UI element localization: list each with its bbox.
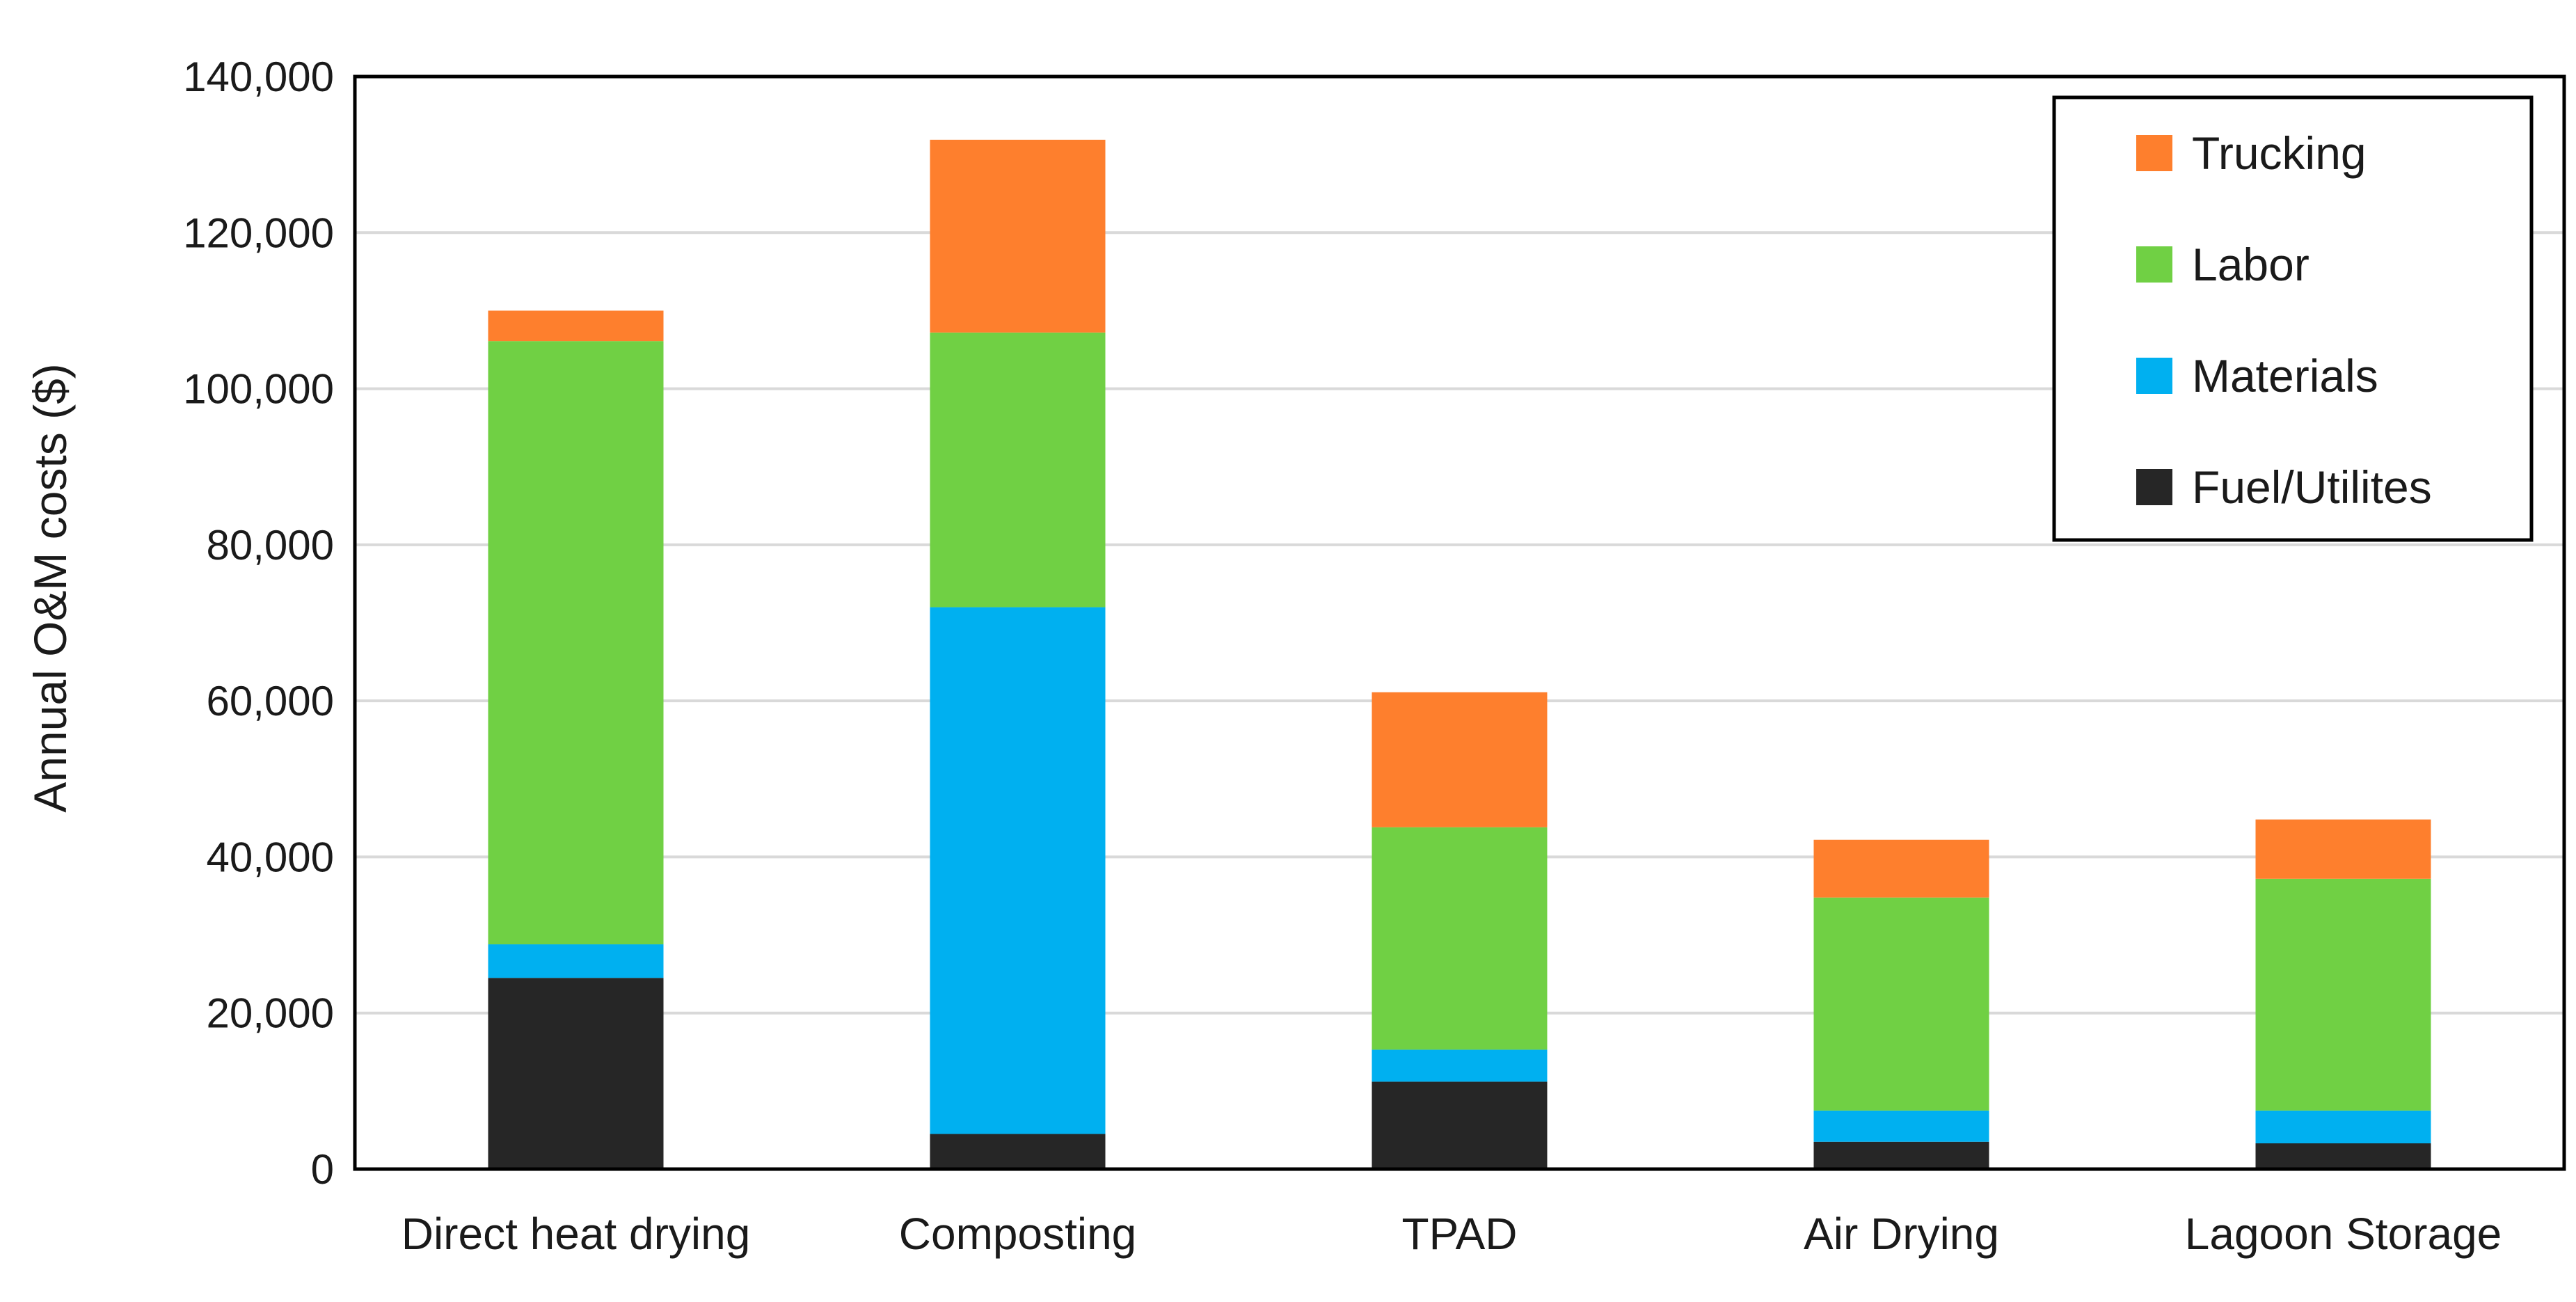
- bar-segment-trucking: [2255, 819, 2431, 879]
- y-tick-label: 60,000: [206, 678, 334, 724]
- bar-segment-fuel-utilites: [2255, 1143, 2431, 1169]
- x-category-label: TPAD: [1402, 1209, 1518, 1259]
- bar-segment-materials: [930, 607, 1106, 1134]
- bar-segment-trucking: [488, 310, 664, 342]
- bars: [488, 139, 2431, 1169]
- x-category-label: Direct heat drying: [401, 1209, 751, 1259]
- y-tick-label: 120,000: [183, 209, 334, 256]
- legend-label: Labor: [2192, 239, 2309, 290]
- legend-label: Materials: [2192, 350, 2378, 402]
- bar-segment-materials: [1813, 1110, 1989, 1142]
- legend-label: Trucking: [2192, 127, 2367, 179]
- plot-frame: [353, 74, 2566, 1171]
- legend-swatch: [2136, 246, 2172, 283]
- y-tick-label: 40,000: [206, 834, 334, 880]
- bar-segment-trucking: [930, 139, 1106, 333]
- legend-items: Trucking Labor Materials Fuel/Utilites: [2136, 127, 2432, 513]
- legend-box: [2052, 95, 2534, 542]
- bar-segment-labor: [930, 332, 1106, 608]
- y-tick-label: 0: [311, 1146, 334, 1193]
- bar-segment-fuel-utilites: [1372, 1081, 1548, 1169]
- bar-segment-labor: [1372, 827, 1548, 1050]
- bar-segment-labor: [1813, 897, 1989, 1111]
- bar-segment-materials: [488, 944, 664, 978]
- axes: [353, 74, 2566, 1171]
- x-category-label: Air Drying: [1804, 1209, 1999, 1259]
- y-tick-label: 100,000: [183, 366, 334, 413]
- y-axis-title: Annual O&M costs ($): [24, 363, 76, 813]
- y-tick-label: 80,000: [206, 522, 334, 569]
- bar-segment-labor: [2255, 878, 2431, 1111]
- legend-swatch: [2136, 358, 2172, 394]
- bar-segment-fuel-utilites: [488, 978, 664, 1169]
- bar-segment-fuel-utilites: [930, 1134, 1106, 1169]
- y-tick-label: 140,000: [183, 54, 334, 100]
- x-category-label: Lagoon Storage: [2185, 1209, 2502, 1259]
- bar-segment-fuel-utilites: [1813, 1141, 1989, 1169]
- bar-segment-trucking: [1813, 839, 1989, 898]
- legend-label: Fuel/Utilites: [2192, 461, 2432, 513]
- legend-swatch: [2136, 469, 2172, 505]
- legend-swatch: [2136, 135, 2172, 171]
- bar-segment-materials: [1372, 1049, 1548, 1082]
- bar-segment-materials: [2255, 1110, 2431, 1143]
- bar-segment-labor: [488, 341, 664, 945]
- y-tick-label: 20,000: [206, 990, 334, 1037]
- bar-segment-trucking: [1372, 692, 1548, 827]
- y-tick-labels: 0 20,000 40,000 60,000 80,000 100,000 120,000 1…: [183, 54, 334, 1193]
- x-category-label: Composting: [899, 1209, 1137, 1259]
- legend: Trucking Labor Materials Fuel/Utilites: [2052, 95, 2534, 542]
- x-category-labels: Direct heat drying Composting TPAD Air Dryi…: [401, 1209, 2502, 1259]
